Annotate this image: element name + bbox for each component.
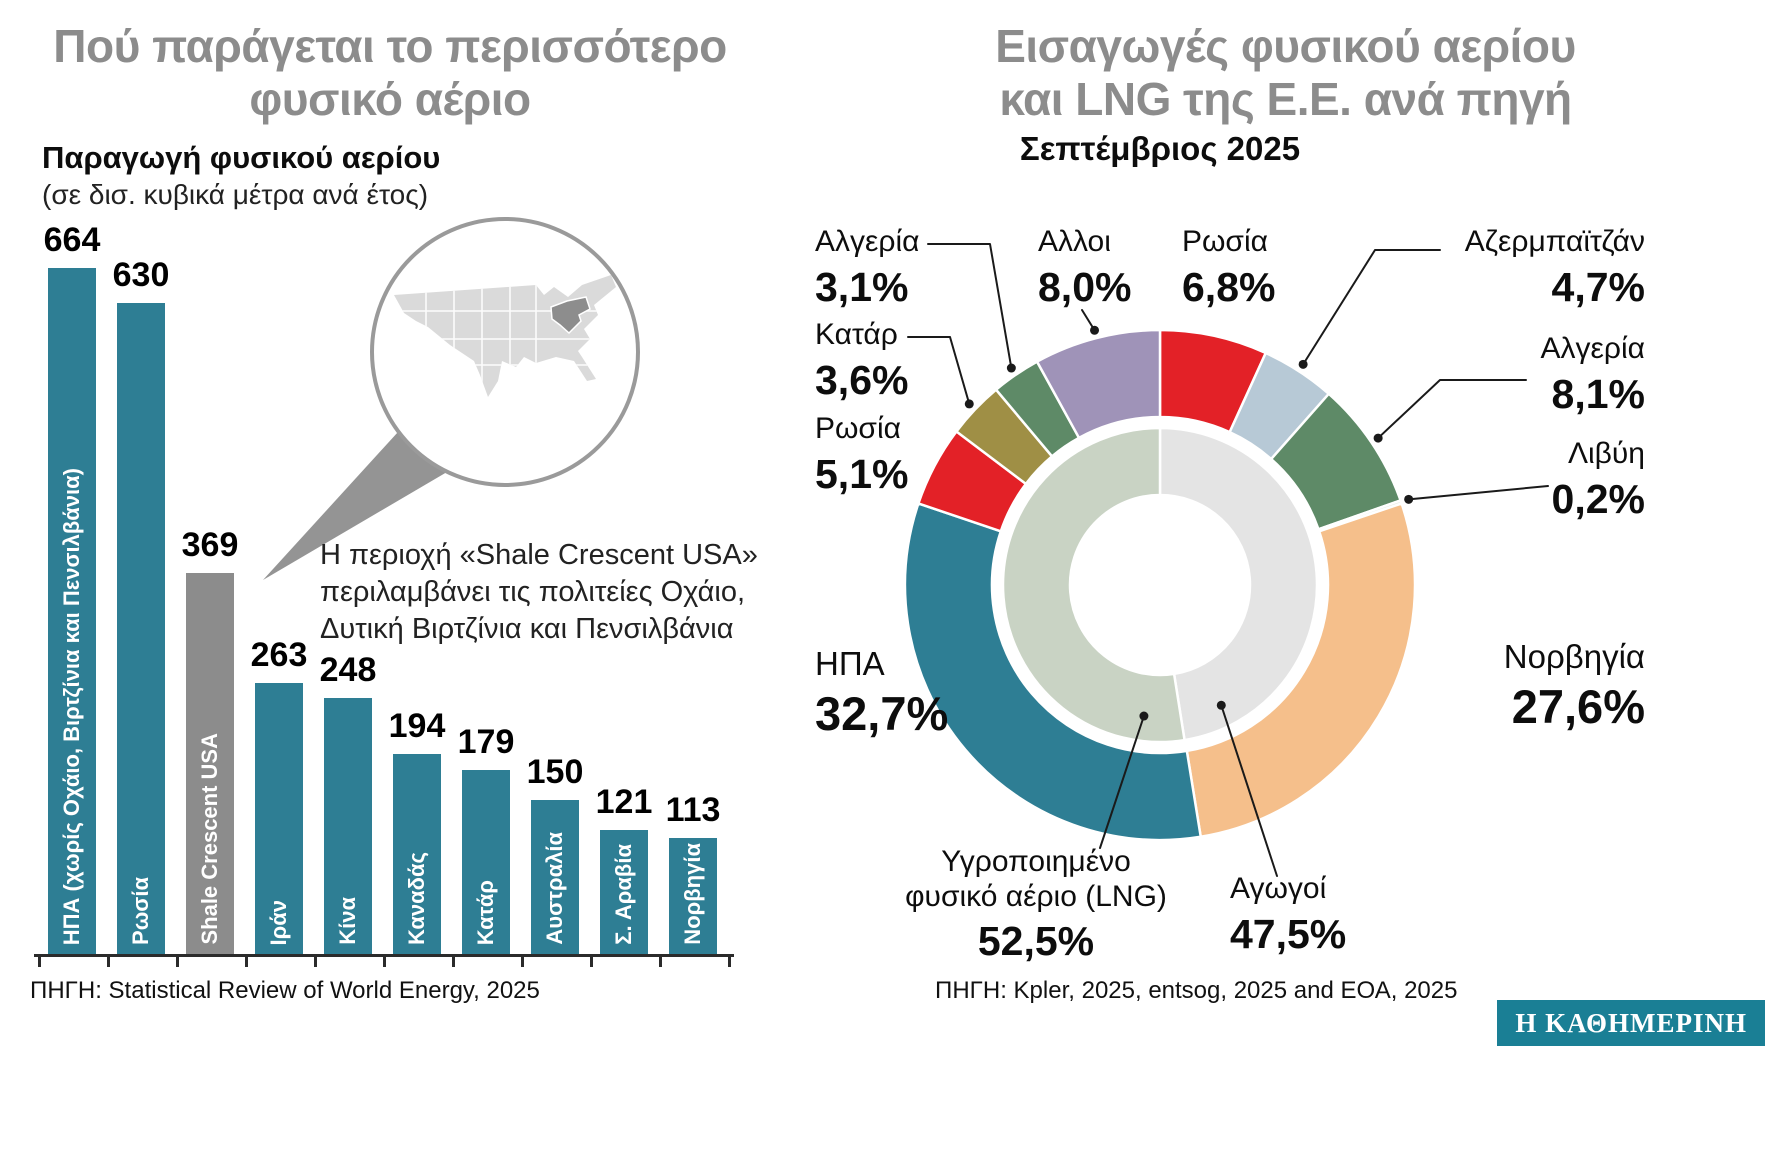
bar-8: Σ. Αραβία	[600, 830, 648, 955]
axis-tick	[106, 957, 110, 967]
donut-label-value: 47,5%	[1230, 910, 1347, 957]
bar-value-label: 248	[319, 651, 377, 689]
left-source: ΠΗΓΗ: Statistical Review of World Energy…	[30, 977, 540, 1004]
donut-label-qatar: Κατάρ 3,6%	[815, 318, 925, 405]
bar-9: Νορβηγία	[669, 838, 717, 955]
donut-label-name: Κατάρ	[815, 318, 898, 351]
donut-label-name: Αλγερία	[1540, 332, 1645, 365]
axis-tick	[727, 957, 731, 967]
donut-label-algeria_left: Αλγερία 3,1%	[815, 225, 925, 312]
x-axis	[34, 954, 734, 957]
bar-4: Κίνα	[324, 698, 372, 955]
bar-7: Αυστραλία	[531, 800, 579, 955]
right-title-line2: και LNG της Ε.Ε. ανά πηγή	[999, 73, 1572, 126]
axis-tick	[382, 957, 386, 967]
donut-label-value: 3,1%	[815, 263, 909, 310]
bar-1: Ρωσία	[117, 303, 165, 955]
donut-label-russia_left: Ρωσία 5,1%	[815, 412, 925, 499]
shale-crescent-note: Η περιοχή «Shale Crescent USA» περιλαμβά…	[320, 537, 765, 648]
bar-value-label: 150	[526, 753, 584, 791]
axis-tick	[658, 957, 662, 967]
donut-label-value: 8,0%	[1038, 263, 1132, 310]
donut-label-name: Ρωσία	[815, 412, 901, 445]
donut-label-usa: ΗΠΑ 32,7%	[815, 645, 980, 742]
donut-label-value: 8,1%	[1551, 370, 1645, 417]
donut-label-name: ΗΠΑ	[815, 645, 885, 682]
bar-2: Shale Crescent USA	[186, 573, 234, 955]
left-title-line1: Πού παράγεται το περισσότερο	[53, 20, 727, 72]
bar-chart-unit-note: (σε δισ. κυβικά μέτρα ανά έτος)	[42, 179, 429, 210]
donut-label-value: 0,2%	[1551, 475, 1645, 522]
axis-tick	[451, 957, 455, 967]
donut-label-pipelines: Αγωγοί 47,5%	[1230, 872, 1400, 959]
callout-line1: Η περιοχή «Shale Crescent USA»	[320, 539, 758, 571]
axis-tick	[589, 957, 593, 967]
axis-tick	[313, 957, 317, 967]
shale-crescent-states-highlight	[550, 296, 591, 335]
bar-value-label: 194	[388, 707, 446, 745]
bar-value-label: 369	[181, 526, 239, 564]
donut-label-algeria_right: Αλγερία 8,1%	[1440, 332, 1645, 419]
bar-value-label: 113	[665, 791, 721, 829]
donut-label-name: Αλγερία	[815, 225, 920, 258]
axis-tick	[520, 957, 524, 967]
axis-tick	[37, 957, 41, 967]
donut-label-name: Ρωσία	[1182, 225, 1268, 258]
donut-label-name: Αλλοι	[1038, 225, 1111, 258]
donut-label-lng: Υγροποιημένο φυσικό αέριο (LNG) 52,5%	[900, 845, 1172, 966]
bar-chart: ΗΠΑ (χωρίς Οχάιο, Βιρτζίνια και Πενσιλβά…	[34, 221, 738, 967]
bar-value-label: 179	[457, 723, 515, 761]
donut-label-name: Υγροποιημένο φυσικό αέριο (LNG)	[905, 845, 1167, 913]
donut-label-name: Νορβηγία	[1503, 638, 1645, 675]
donut-label-value: 3,6%	[815, 356, 909, 403]
donut-labels: Αλγερία 3,1% Κατάρ 3,6% Ρωσία 5,1% ΗΠΑ 32,7% Αλλ…	[800, 0, 1771, 1166]
donut-label-name: Αγωγοί	[1230, 872, 1327, 905]
donut-label-libya: Λιβύη 0,2%	[1440, 437, 1645, 524]
left-panel-title: Πού παράγεται το περισσότερο φυσικό αέρι…	[0, 20, 780, 127]
right-title-line1: Εισαγωγές φυσικού αερίου	[995, 20, 1576, 72]
usa-map	[394, 275, 616, 397]
usa-map-inset	[370, 217, 640, 487]
right-source: ΠΗΓΗ: Kpler, 2025, entsog, 2025 and ΕΟΑ,…	[935, 977, 1458, 1004]
donut-label-value: 5,1%	[815, 450, 909, 497]
bar-value-label: 263	[250, 636, 308, 674]
donut-label-value: 4,7%	[1551, 263, 1645, 310]
donut-label-azerbaijan: Αζερμπαϊτζάν 4,7%	[1420, 225, 1645, 312]
bar-chart-heading: Παραγωγή φυσικού αερίου	[42, 140, 441, 175]
bar-5: Καναδάς	[393, 754, 441, 955]
right-panel-title: Εισαγωγές φυσικού αερίου και LNG της Ε.Ε…	[800, 20, 1771, 127]
imports-panel: Εισαγωγές φυσικού αερίου και LNG της Ε.Ε…	[800, 0, 1771, 1166]
bar-3: Ιράν	[255, 683, 303, 955]
axis-tick	[244, 957, 248, 967]
donut-label-others: Αλλοι 8,0%	[1038, 225, 1168, 312]
bar-value-label: 121	[595, 783, 653, 821]
axis-tick	[175, 957, 179, 967]
kathimerini-logo: Η ΚΑΘΗΜΕΡΙΝΗ	[1497, 1000, 1765, 1046]
donut-label-value: 6,8%	[1182, 263, 1276, 310]
production-panel: Πού παράγεται το περισσότερο φυσικό αέρι…	[0, 0, 800, 1166]
donut-label-value: 52,5%	[977, 918, 1095, 964]
bar-6: Κατάρ	[462, 770, 510, 955]
bar-0: ΗΠΑ (χωρίς Οχάιο, Βιρτζίνια και Πενσιλβά…	[48, 268, 96, 955]
donut-label-name: Αζερμπαϊτζάν	[1464, 225, 1645, 258]
left-title-line2: φυσικό αέριο	[249, 73, 531, 126]
donut-label-name: Λιβύη	[1567, 437, 1645, 470]
callout-line3: Δυτική Βιρτζίνια και Πενσιλβάνια	[320, 613, 734, 646]
donut-label-value: 32,7%	[815, 686, 949, 740]
donut-label-value: 27,6%	[1511, 679, 1645, 733]
callout-line2: περιλαμβάνει τις πολιτείες Οχάιο,	[320, 576, 746, 609]
donut-label-russia_top: Ρωσία 6,8%	[1182, 225, 1312, 312]
bar-value-label: 630	[112, 256, 170, 294]
bar-value-label: 664	[43, 221, 101, 259]
donut-label-norway: Νορβηγία 27,6%	[1440, 638, 1645, 735]
date-subtitle: Σεπτέμβριος 2025	[1019, 130, 1301, 167]
